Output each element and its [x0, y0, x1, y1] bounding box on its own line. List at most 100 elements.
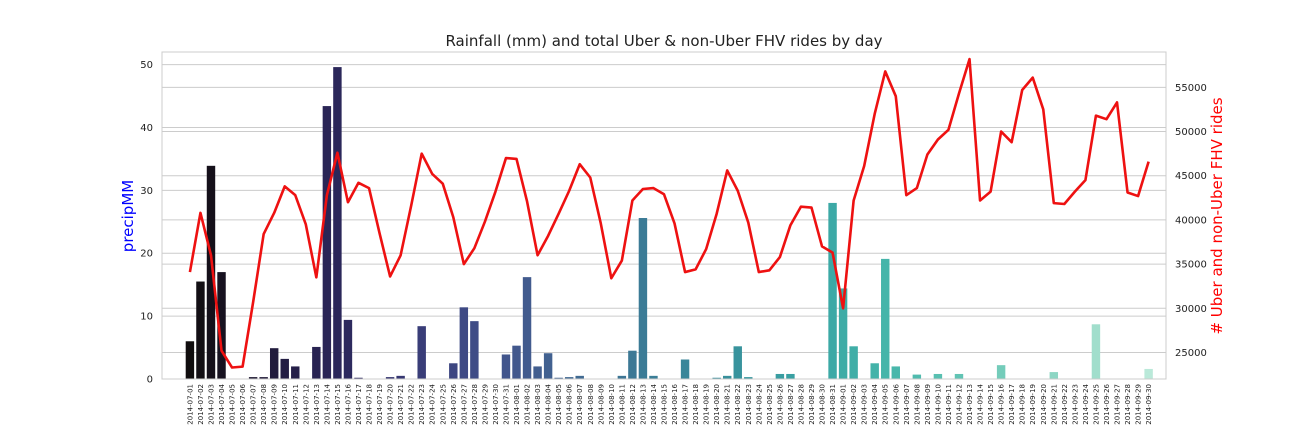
precip-bar: [512, 345, 521, 379]
x-tick-label: 2014-07-27: [460, 384, 468, 425]
x-tick-label: 2014-08-31: [829, 384, 837, 425]
x-tick-label: 2014-08-22: [734, 384, 742, 425]
x-tick-label: 2014-08-08: [587, 384, 595, 425]
x-tick-label: 2014-08-18: [692, 384, 700, 425]
x-tick-label: 2014-09-12: [955, 384, 963, 425]
x-tick-label: 2014-08-03: [534, 384, 542, 425]
precip-bar: [459, 307, 469, 379]
x-tick-label: 2014-07-04: [218, 383, 226, 424]
x-tick-label: 2014-09-02: [850, 384, 858, 425]
grid-lines: [162, 64, 1166, 380]
x-tick-label: 2014-07-13: [313, 384, 321, 425]
precip-bar: [775, 373, 785, 379]
x-tick-label: 2014-09-05: [882, 384, 890, 425]
precip-bar: [1144, 368, 1153, 379]
precip-bar: [617, 375, 627, 379]
x-tick-label: 2014-07-19: [376, 384, 384, 425]
x-tick-label: 2014-09-25: [1092, 384, 1100, 425]
right-axis-label: # Uber and non-Uber FHV rides: [1208, 97, 1226, 334]
x-tick-label: 2014-07-10: [281, 384, 289, 425]
x-tick-label: 2014-09-29: [1135, 384, 1143, 425]
x-tick-label: 2014-08-27: [787, 384, 795, 425]
precip-bar: [954, 373, 964, 379]
precip-bar: [744, 377, 753, 379]
precip-bar: [881, 258, 890, 379]
x-tick-label: 2014-08-26: [776, 383, 784, 424]
precip-bar: [912, 374, 922, 379]
x-tick-label: 2014-09-08: [913, 384, 921, 425]
precip-bar: [838, 288, 848, 379]
precip-bar: [385, 377, 395, 379]
plot-border: [161, 51, 1167, 380]
x-tick-label: 2014-09-10: [934, 384, 942, 425]
x-tick-label: 2014-07-09: [271, 384, 279, 425]
precip-bar: [870, 363, 879, 379]
precip-bar: [248, 377, 258, 379]
precip-bar: [933, 373, 943, 379]
left-tick-label: 30: [140, 186, 153, 197]
x-axis-ticks: 2014-07-01 2014-07-02 2014-07-03 2014-07-04…: [186, 383, 1153, 424]
x-tick-label: 2014-09-20: [1040, 384, 1048, 425]
precip-bar: [712, 377, 721, 379]
x-tick-label: 2014-08-10: [608, 384, 616, 425]
x-tick-label: 2014-08-28: [797, 384, 805, 425]
x-tick-label: 2014-07-30: [492, 384, 500, 425]
x-tick-label: 2014-08-11: [618, 384, 626, 425]
x-tick-label: 2014-08-12: [629, 384, 637, 425]
precip-bar: [269, 348, 279, 379]
precip-bar: [417, 326, 426, 379]
x-tick-label: 2014-09-09: [924, 384, 932, 425]
precip-bar: [470, 321, 479, 379]
x-tick-label: 2014-09-30: [1145, 384, 1153, 425]
precip-bar: [828, 202, 837, 379]
precip-bar: [543, 353, 553, 379]
x-tick-label: 2014-07-14: [323, 383, 331, 424]
precip-bar: [343, 319, 353, 379]
precip-bar: [322, 106, 332, 379]
right-tick-label: 45000: [1175, 171, 1207, 182]
precip-bar: [501, 354, 511, 379]
chart-title: Rainfall (mm) and total Uber & non-Uber …: [445, 32, 882, 50]
x-tick-label: 2014-08-05: [555, 384, 563, 425]
precip-bar: [259, 377, 268, 379]
precip-bar: [554, 377, 563, 379]
precip-bar: [575, 375, 584, 379]
x-tick-label: 2014-08-14: [650, 383, 658, 424]
x-tick-label: 2014-08-20: [713, 384, 721, 425]
right-tick-label: 35000: [1175, 260, 1207, 271]
x-tick-label: 2014-07-18: [366, 384, 374, 425]
x-tick-label: 2014-09-21: [1050, 384, 1058, 425]
x-tick-label: 2014-09-01: [840, 384, 848, 425]
x-tick-label: 2014-07-11: [292, 384, 300, 425]
x-tick-label: 2014-08-30: [819, 384, 827, 425]
x-tick-label: 2014-09-23: [1071, 384, 1079, 425]
x-tick-label: 2014-09-18: [1019, 384, 1027, 425]
precip-bar: [1091, 324, 1101, 379]
right-tick-label: 30000: [1175, 304, 1207, 315]
precip-bar: [396, 375, 405, 379]
x-tick-label: 2014-08-04: [545, 383, 553, 424]
rides-line: [188, 57, 1150, 369]
x-tick-label: 2014-09-28: [1124, 384, 1132, 425]
x-tick-label: 2014-08-23: [745, 384, 753, 425]
x-tick-label: 2014-09-17: [1008, 384, 1016, 425]
x-tick-label: 2014-09-04: [871, 383, 879, 424]
precip-bar: [280, 358, 289, 379]
x-tick-label: 2014-07-16: [344, 383, 352, 424]
x-tick-label: 2014-07-15: [334, 384, 342, 425]
x-tick-label: 2014-07-12: [302, 384, 310, 425]
x-tick-label: 2014-08-15: [661, 384, 669, 425]
precip-bar: [217, 272, 226, 379]
x-tick-label: 2014-08-02: [524, 384, 532, 425]
left-tick-label: 10: [140, 312, 153, 323]
x-tick-label: 2014-07-21: [397, 384, 405, 425]
x-tick-label: 2014-07-17: [355, 384, 363, 425]
x-tick-label: 2014-07-31: [502, 384, 510, 425]
left-tick-label: 0: [147, 375, 153, 386]
x-tick-label: 2014-07-03: [207, 384, 215, 425]
right-tick-label: 40000: [1175, 215, 1207, 226]
left-tick-label: 50: [140, 60, 153, 71]
precip-bar: [996, 365, 1006, 379]
x-tick-label: 2014-07-06: [239, 383, 247, 424]
